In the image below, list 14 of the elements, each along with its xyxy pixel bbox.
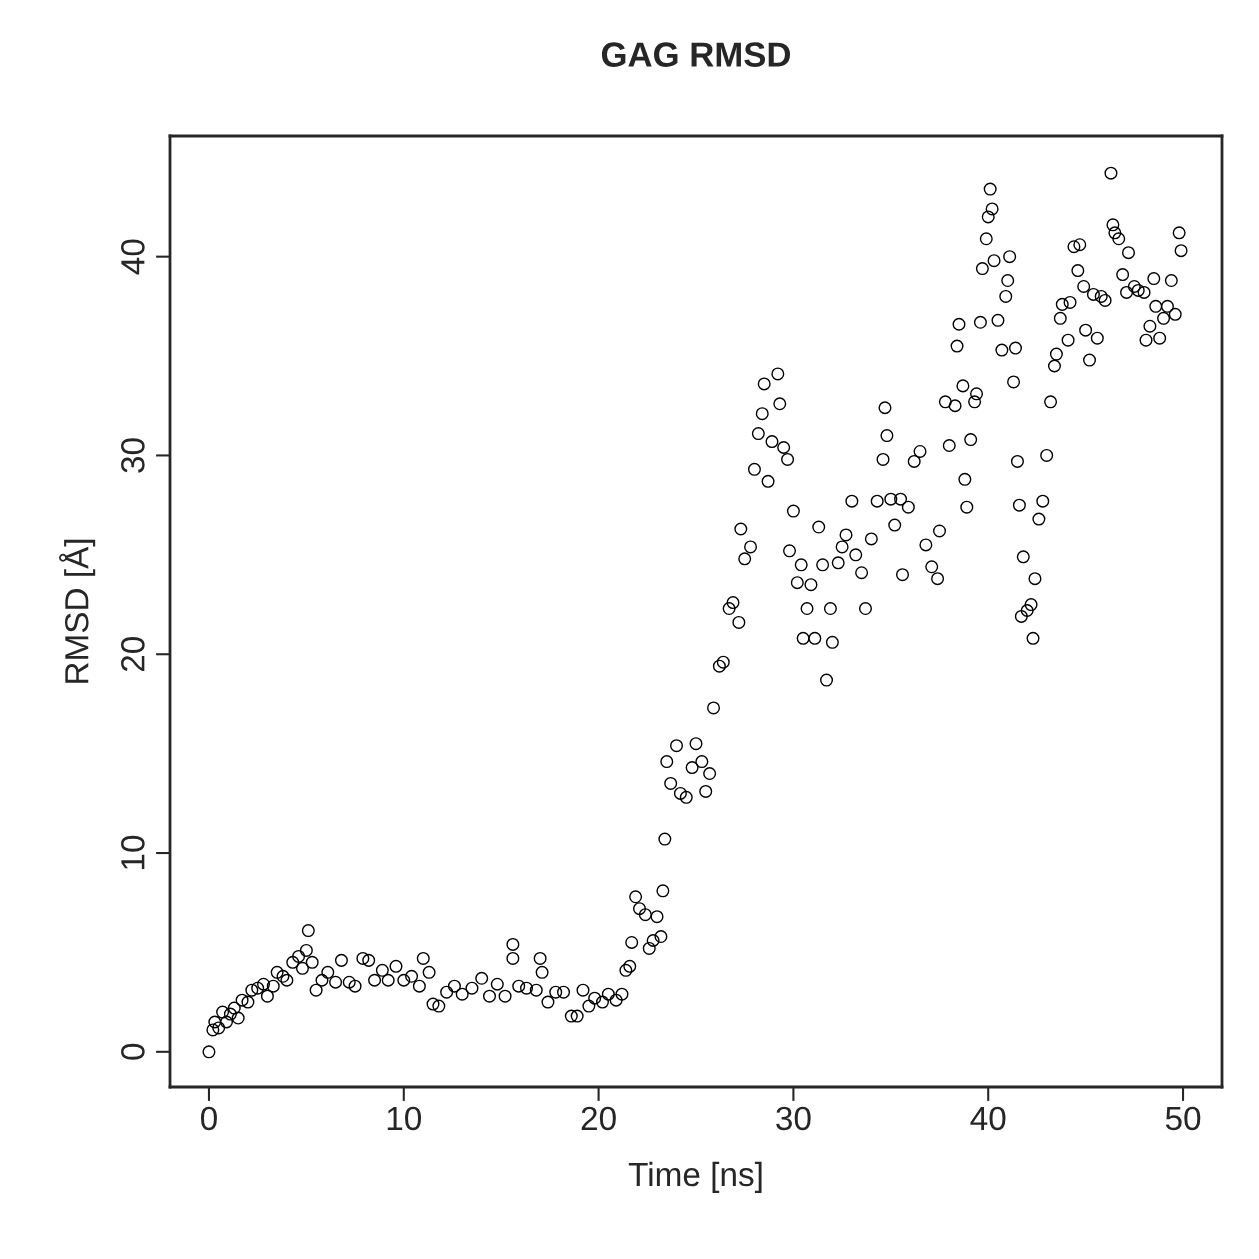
y-axis-title: RMSD [Å]: [59, 539, 96, 683]
x-tick-label: 30: [776, 1106, 811, 1131]
y-tick-label: 10: [121, 835, 145, 870]
chart-title: GAG RMSD: [601, 42, 791, 67]
x-tick-label: 10: [387, 1106, 422, 1131]
y-tick-label: 0: [121, 1043, 145, 1060]
x-tick-label: 40: [970, 1106, 1006, 1131]
y-tick-label: 30: [121, 438, 145, 473]
x-axis-title: Time [ns]: [628, 1161, 762, 1193]
y-tick-label: 40: [121, 239, 145, 275]
x-tick-label: 0: [201, 1106, 217, 1131]
x-tick-label: 50: [1165, 1106, 1201, 1131]
y-tick-label: 20: [121, 637, 145, 672]
x-tick-label: 20: [581, 1106, 616, 1131]
